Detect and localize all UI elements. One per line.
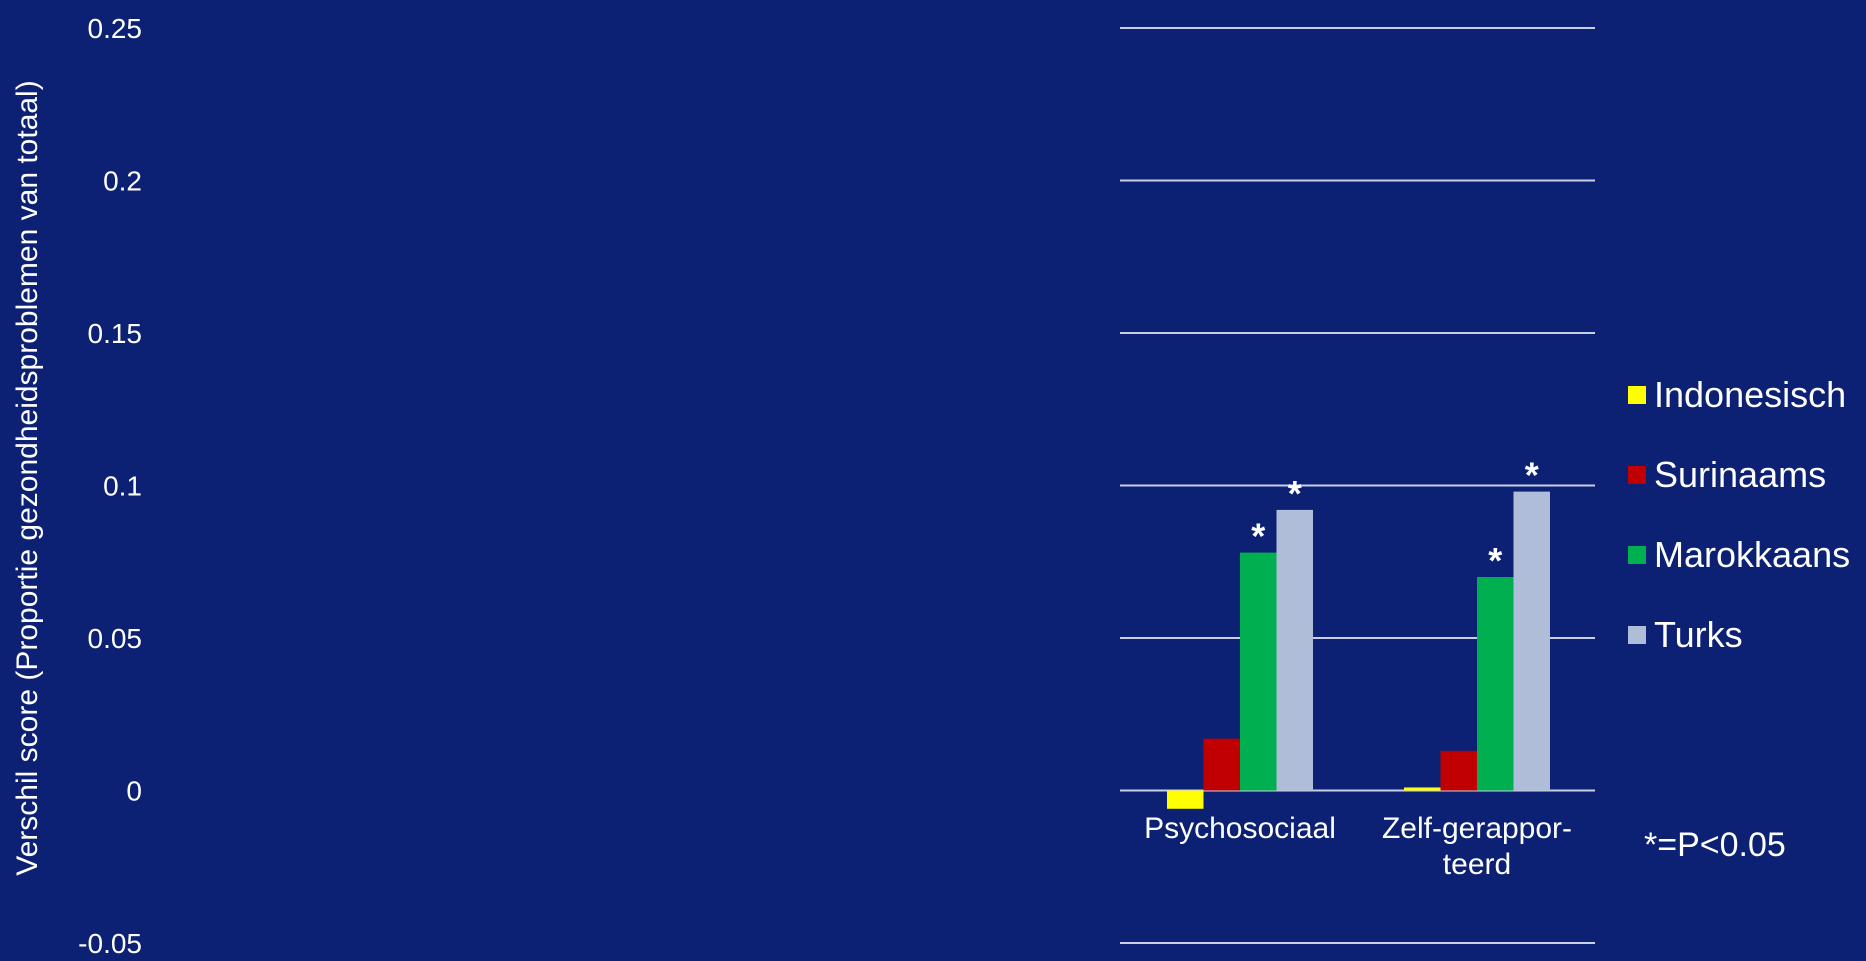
bar	[1513, 491, 1550, 791]
legend-swatch-marokkaans	[1628, 546, 1646, 564]
bar	[1276, 509, 1313, 791]
legend-swatch-surinaams	[1628, 466, 1646, 484]
significance-star: *	[1525, 455, 1539, 496]
y-tick-label: 0	[126, 776, 142, 807]
x-tick-label: Psychosociaal	[1144, 812, 1336, 845]
legend: Indonesisch Surinaams Marokkaans Turks	[1628, 355, 1850, 675]
legend-label-marokkaans: Marokkaans	[1654, 534, 1851, 575]
legend-label-turks: Turks	[1654, 614, 1743, 655]
bar	[1167, 790, 1204, 809]
legend-label-surinaams: Surinaams	[1654, 454, 1827, 495]
legend-item-marokkaans: Marokkaans	[1628, 515, 1850, 595]
significance-note: *=P<0.05	[1644, 826, 1786, 864]
legend-item-turks: Turks	[1628, 595, 1850, 675]
legend-swatch-turks	[1628, 626, 1646, 644]
legend-item-indonesisch: Indonesisch	[1628, 355, 1850, 435]
bar	[1440, 750, 1477, 791]
significance-star: *	[1288, 473, 1302, 514]
bar	[1203, 738, 1240, 791]
legend-label-indonesisch: Indonesisch	[1654, 374, 1847, 415]
y-tick-label: 0.25	[88, 13, 143, 44]
y-tick-label: 0.15	[88, 318, 143, 349]
bar	[1404, 787, 1441, 791]
y-tick-label: 0.05	[88, 623, 143, 654]
legend-swatch-indonesisch	[1628, 386, 1646, 404]
x-tick-label: Zelf-gerappor-	[1382, 812, 1572, 845]
significance-star: *	[1488, 540, 1502, 581]
significance-star: *	[1251, 516, 1265, 557]
bar	[1240, 552, 1277, 791]
y-tick-label: 0.1	[103, 471, 142, 502]
y-axis-label: Verschil score (Proportie gezondheidspro…	[11, 80, 44, 876]
x-tick-label: teerd	[1443, 848, 1511, 881]
bar	[1477, 577, 1514, 791]
legend-item-surinaams: Surinaams	[1628, 435, 1850, 515]
y-tick-label: 0.2	[103, 166, 142, 197]
y-tick-label: -0.05	[78, 928, 142, 956]
